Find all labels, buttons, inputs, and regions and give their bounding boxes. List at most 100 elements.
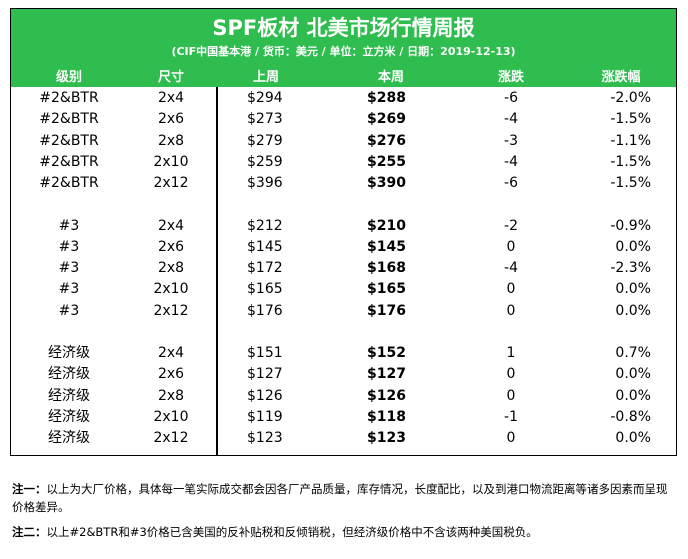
price-report-table: SPF板材 北美市场行情周报 (CIF中国基本港 / 货币：美元 / 单位：立方… xyxy=(10,8,677,456)
cell-change: 1 xyxy=(506,345,516,361)
cell-change-pct: -1.1% xyxy=(610,132,651,149)
cell-change-pct: 0.0% xyxy=(615,302,651,319)
table-row: #2&BTR 2x12 $396 $390 -6 -1.5% xyxy=(11,173,676,194)
cell-grade: #2&BTR xyxy=(39,111,99,128)
cell-size: 2x8 xyxy=(157,132,185,149)
cell-last-week: $165 xyxy=(247,281,283,298)
cell-this-week: $288 xyxy=(367,90,406,106)
cell-change-pct: -0.9% xyxy=(610,217,651,234)
cell-last-week: $172 xyxy=(247,260,283,277)
cell-size: 2x10 xyxy=(153,408,189,425)
header-change-pct: 涨跌幅 xyxy=(601,70,641,85)
cell-grade: #2&BTR xyxy=(39,175,99,192)
cell-size: 2x10 xyxy=(153,153,189,170)
cell-grade: 经济级 xyxy=(48,430,90,447)
cell-change-pct: 0.0% xyxy=(615,281,651,298)
cell-grade: #2&BTR xyxy=(39,153,99,170)
footnote-1-label: 注一： xyxy=(12,482,47,496)
table-row: #3 2x4 $212 $210 -2 -0.9% xyxy=(11,216,676,237)
cell-change: 0 xyxy=(506,302,516,319)
cell-last-week: $396 xyxy=(247,175,283,192)
cell-change: -4 xyxy=(504,153,518,170)
cell-last-week: $176 xyxy=(247,302,283,319)
table-row: #2&BTR 2x10 $259 $255 -4 -1.5% xyxy=(11,152,676,173)
cell-size: 2x12 xyxy=(153,302,189,319)
cell-this-week: $269 xyxy=(367,111,406,128)
cell-this-week: $145 xyxy=(367,238,406,255)
cell-this-week: $126 xyxy=(367,387,406,404)
header-this-week: 本周 xyxy=(377,70,404,85)
cell-last-week: $151 xyxy=(247,345,283,361)
cell-size: 2x10 xyxy=(153,281,189,298)
cell-size: 2x4 xyxy=(157,345,185,361)
cell-change-pct: 0.0% xyxy=(615,366,651,383)
table-row: 经济级 2x6 $127 $127 0 0.0% xyxy=(11,364,676,385)
cell-change-pct: -1.5% xyxy=(610,153,651,170)
cell-size: 2x12 xyxy=(153,430,189,447)
cell-grade: 经济级 xyxy=(48,408,90,425)
cell-this-week: $127 xyxy=(367,366,406,383)
cell-this-week: $390 xyxy=(367,175,406,192)
cell-last-week: $127 xyxy=(247,366,283,383)
cell-last-week: $119 xyxy=(247,408,283,425)
cell-last-week: $123 xyxy=(247,430,283,447)
cell-change-pct: -0.8% xyxy=(610,408,651,425)
cell-last-week: $126 xyxy=(247,387,283,404)
cell-size: 2x12 xyxy=(153,175,189,192)
footnote-2-label: 注二： xyxy=(12,525,47,539)
header-grade: 级别 xyxy=(55,70,82,85)
cell-change-pct: -1.5% xyxy=(610,111,651,128)
table-row: 经济级 2x10 $119 $118 -1 -0.8% xyxy=(11,407,676,428)
cell-change: 0 xyxy=(506,387,516,404)
report-title: SPF板材 北美市场行情周报 xyxy=(212,16,475,40)
cell-size: 2x6 xyxy=(157,238,185,255)
cell-last-week: $279 xyxy=(247,132,283,149)
cell-this-week: $152 xyxy=(367,345,406,361)
cell-this-week: $123 xyxy=(367,430,406,447)
header-change: 涨跌 xyxy=(497,70,524,85)
cell-this-week: $165 xyxy=(367,281,406,298)
cell-this-week: $255 xyxy=(367,153,406,170)
cell-last-week: $273 xyxy=(247,111,283,128)
cell-grade: 经济级 xyxy=(48,387,90,404)
cell-change: 0 xyxy=(506,238,516,255)
table-row: #2&BTR 2x4 $294 $288 -6 -2.0% xyxy=(11,88,676,109)
cell-size: 2x6 xyxy=(157,366,185,383)
footnote-2-text: 以上#2&BTR和#3价格已含美国的反补贴税和反倾销税，但经济级价格中不含该两种… xyxy=(46,525,538,539)
table-row: #3 2x12 $176 $176 0 0.0% xyxy=(11,301,676,322)
cell-change: -6 xyxy=(504,90,518,106)
table-header: SPF板材 北美市场行情周报 (CIF中国基本港 / 货币：美元 / 单位：立方… xyxy=(11,9,676,87)
footnote-2: 注二：以上#2&BTR和#3价格已含美国的反补贴税和反倾销税，但经济级价格中不含… xyxy=(12,523,677,541)
cell-size: 2x4 xyxy=(157,90,185,106)
cell-this-week: $176 xyxy=(367,302,406,319)
cell-change: -4 xyxy=(504,111,518,128)
cell-grade: 经济级 xyxy=(48,366,90,383)
cell-size: 2x8 xyxy=(157,387,185,404)
cell-size: 2x8 xyxy=(157,260,185,277)
table-row: #3 2x6 $145 $145 0 0.0% xyxy=(11,237,676,258)
cell-grade: #3 xyxy=(58,217,80,234)
cell-change: -3 xyxy=(504,132,518,149)
cell-change: 0 xyxy=(506,281,516,298)
cell-change: -1 xyxy=(504,408,518,425)
cell-last-week: $294 xyxy=(247,90,283,106)
cell-change-pct: -2.0% xyxy=(610,90,651,106)
table-row: 经济级 2x8 $126 $126 0 0.0% xyxy=(11,386,676,407)
table-row: #2&BTR 2x6 $273 $269 -4 -1.5% xyxy=(11,109,676,130)
cell-last-week: $145 xyxy=(247,238,283,255)
footnote-1: 注一：以上为大厂价格，具体每一笔实际成交都会因各厂产品质量，库存情况，长度配比，… xyxy=(12,480,677,516)
column-divider xyxy=(216,87,218,455)
cell-size: 2x6 xyxy=(157,111,185,128)
report-subtitle: (CIF中国基本港 / 货币：美元 / 单位：立方米 / 日期：2019-12-… xyxy=(171,45,516,58)
table-row: 经济级 2x12 $123 $123 0 0.0% xyxy=(11,428,676,449)
cell-last-week: $259 xyxy=(247,153,283,170)
cell-change-pct: -2.3% xyxy=(610,260,651,277)
cell-change: 0 xyxy=(506,366,516,383)
header-last-week: 上周 xyxy=(252,70,279,85)
cell-change: 0 xyxy=(506,430,516,447)
cell-change-pct: 0.0% xyxy=(615,387,651,404)
footnote-1-text: 以上为大厂价格，具体每一笔实际成交都会因各厂产品质量，库存情况，长度配比，以及到… xyxy=(12,482,668,514)
cell-last-week: $212 xyxy=(247,217,283,234)
cell-grade: #3 xyxy=(58,238,80,255)
cell-change: -4 xyxy=(504,260,518,277)
